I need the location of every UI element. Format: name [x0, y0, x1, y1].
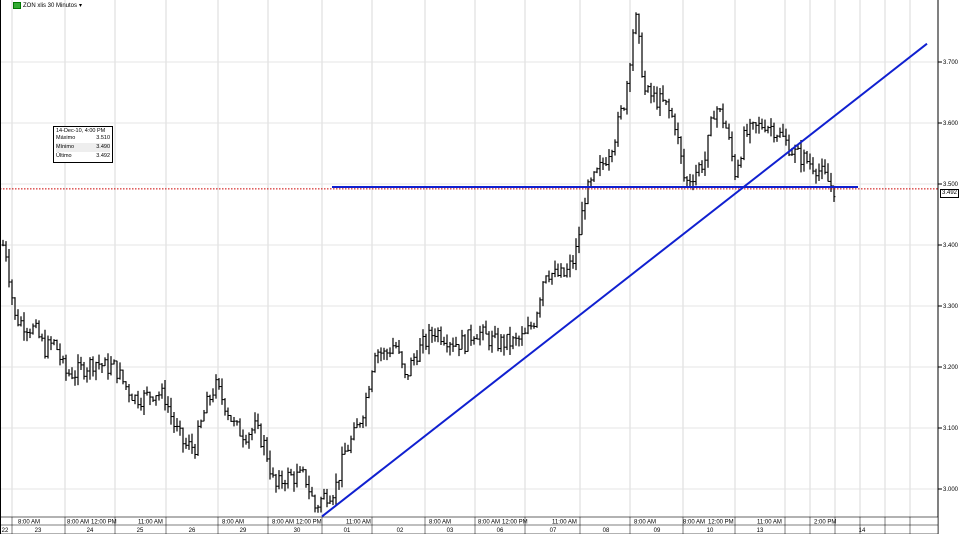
- info-label: Último: [56, 153, 72, 159]
- y-tick-label: 3.500: [943, 182, 959, 188]
- info-label: Máximo: [56, 135, 76, 141]
- time-label: 8:00 AM: [478, 520, 500, 526]
- time-label: 12:00 PM: [91, 520, 117, 526]
- info-box: 14-Dec-10, 4:00 PM Máximo 3.510 Mínimo 3.4…: [53, 126, 113, 163]
- day-label: 08: [603, 528, 610, 534]
- time-label: 8:00 AM: [222, 520, 244, 526]
- time-label: 11:00 AM: [138, 520, 163, 526]
- time-label: 12:00 PM: [502, 520, 528, 526]
- info-value: 3.490: [96, 144, 110, 150]
- time-label: 2:00 PM: [814, 520, 836, 526]
- y-tick-label: 3.200: [943, 365, 959, 371]
- y-tick-label: 3.100: [943, 426, 959, 432]
- time-label: 8:00 AM: [429, 520, 451, 526]
- last-price-label: 3.492: [940, 189, 960, 198]
- day-label: 24: [87, 528, 94, 534]
- y-tick-label: 3.400: [943, 243, 959, 249]
- caret-down-icon[interactable]: ▾: [79, 3, 83, 9]
- ascending-trendline: [321, 42, 928, 518]
- y-tick-label: 3.600: [943, 121, 959, 127]
- day-label: 06: [497, 528, 504, 534]
- day-label: 14: [859, 528, 866, 534]
- y-tick-label: 3.000: [943, 487, 959, 493]
- time-label: 8:00 AM: [683, 520, 705, 526]
- time-label: 8:00 AM: [634, 520, 656, 526]
- day-label: 09: [654, 528, 661, 534]
- time-label: 11:00 AM: [552, 520, 577, 526]
- info-value: 3.510: [96, 135, 110, 141]
- day-label: 26: [189, 528, 196, 534]
- day-label: 29: [240, 528, 247, 534]
- chart-title[interactable]: ZON xlis 30 Minutos ▾: [13, 2, 82, 9]
- time-label: 11:00 AM: [346, 520, 371, 526]
- day-label: 25: [137, 528, 144, 534]
- day-label: 03: [447, 528, 454, 534]
- day-label: 13: [757, 528, 764, 534]
- info-date: 14-Dec-10, 4:00 PM: [56, 128, 106, 134]
- time-label: 8:00 AM: [18, 520, 40, 526]
- day-label: 22: [2, 528, 9, 534]
- day-label: 07: [550, 528, 557, 534]
- y-tick-label: 3.700: [943, 60, 959, 66]
- y-tick-label: 3.300: [943, 304, 959, 310]
- day-label: 30: [294, 528, 301, 534]
- info-value: 3.492: [96, 153, 110, 159]
- time-label: 8:00 AM: [67, 520, 89, 526]
- time-label: 12:00 PM: [296, 520, 322, 526]
- time-label: 8:00 AM: [272, 520, 294, 526]
- time-label: 11:00 AM: [757, 520, 782, 526]
- chart-icon: [13, 2, 21, 9]
- time-label: 12:00 PM: [708, 520, 734, 526]
- day-label: 01: [344, 528, 351, 534]
- symbol-label: ZON xlis 30 Minutos: [23, 2, 78, 9]
- day-label: 02: [397, 528, 404, 534]
- day-label: 23: [35, 528, 42, 534]
- day-label: 10: [707, 528, 714, 534]
- info-label: Mínimo: [56, 144, 75, 150]
- x-axis: [0, 516, 939, 534]
